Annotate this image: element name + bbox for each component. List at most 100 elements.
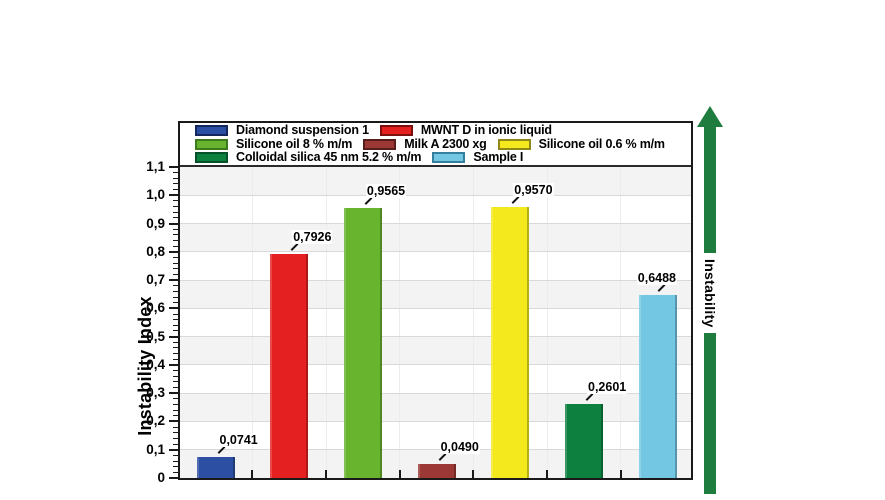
- legend-label: Sample I: [473, 150, 524, 165]
- legend-swatch-icon: [363, 138, 397, 150]
- y-tick-minor: [173, 387, 178, 389]
- y-tick-minor: [173, 358, 178, 360]
- vertical-gridline: [472, 167, 474, 478]
- gridline: [180, 449, 691, 451]
- gridline: [180, 307, 691, 309]
- y-tick-minor: [173, 443, 178, 445]
- bar-diamond-suspension-1: [196, 457, 235, 478]
- y-tick-major: [169, 194, 178, 197]
- bar-value-label: 0,7926: [292, 229, 333, 244]
- y-tick-minor: [173, 471, 178, 473]
- legend-label: Milk A 2300 xg: [404, 136, 487, 151]
- y-tick-label: 0,8: [146, 243, 165, 259]
- x-tick: [325, 470, 328, 478]
- y-tick-major: [169, 392, 178, 395]
- y-tick-major: [169, 307, 178, 310]
- bar-mwnt-d-in-ionic-liquid: [270, 253, 309, 478]
- plot-area: Diamond suspension 1 MWNT D in ionic liqu…: [178, 121, 693, 480]
- arrow-label: Instability: [699, 253, 721, 333]
- gridline: [180, 336, 691, 338]
- y-tick-major: [169, 166, 178, 168]
- x-tick: [251, 470, 254, 478]
- y-tick-minor: [173, 330, 178, 332]
- x-tick: [398, 470, 401, 478]
- legend-label: Colloidal silica 45 nm 5.2 % m/m: [236, 150, 422, 165]
- legend-swatch-icon: [497, 138, 531, 150]
- y-tick-label: 0,4: [146, 356, 165, 372]
- y-tick-label: 0,7: [146, 272, 165, 288]
- gridline: [180, 279, 691, 281]
- y-tick-label: 1,0: [146, 187, 165, 203]
- legend-item-colloidal-silica-45-nm-5-2-m-m: Colloidal silica 45 nm 5.2 % m/m: [195, 150, 422, 165]
- y-tick-minor: [173, 183, 178, 185]
- gridline: [180, 194, 691, 196]
- y-tick-minor: [173, 466, 178, 468]
- legend-label: Diamond suspension 1: [236, 122, 369, 137]
- y-tick-minor: [173, 273, 178, 275]
- y-tick-label: 0,6: [146, 300, 165, 316]
- value-leader-line: [364, 196, 373, 205]
- vertical-gridline: [546, 167, 548, 478]
- y-tick-minor: [173, 290, 178, 292]
- legend-label: MWNT D in ionic liquid: [420, 122, 552, 137]
- y-tick-label: 0,1: [146, 441, 165, 457]
- legend-item-milk-a-2300-xg: Milk A 2300 xg: [363, 136, 487, 151]
- y-tick-major: [169, 222, 178, 225]
- legend-swatch-icon: [432, 152, 466, 164]
- y-tick-minor: [173, 177, 178, 179]
- bar-colloidal-silica-45-nm-5-2-m-m: [565, 404, 603, 478]
- vertical-gridline: [399, 167, 401, 478]
- y-tick-label: 0,3: [146, 385, 165, 401]
- y-tick-minor: [173, 245, 178, 247]
- y-tick-major: [169, 448, 178, 451]
- y-tick-minor: [173, 454, 178, 456]
- y-tick-minor: [173, 353, 178, 355]
- y-tick-label: 1,1: [146, 159, 165, 174]
- y-tick-minor: [173, 172, 178, 174]
- y-tick-minor: [173, 324, 178, 326]
- bar-milk-a-2300-xg: [417, 464, 456, 478]
- y-tick-minor: [173, 262, 178, 264]
- y-tick-minor: [173, 460, 178, 462]
- y-tick-label: 0: [157, 470, 165, 485]
- bar-value-label: 0,2601: [587, 380, 628, 395]
- y-tick-major: [169, 363, 178, 366]
- y-tick-minor: [173, 375, 178, 377]
- y-tick-minor: [173, 319, 178, 321]
- legend-swatch-icon: [195, 124, 228, 136]
- value-leader-line: [511, 196, 520, 205]
- legend-label: Silicone oil 0.6 % m/m: [538, 136, 665, 151]
- legend-row: Diamond suspension 1 MWNT D in ionic liqu…: [195, 122, 691, 137]
- bar-silicone-oil-8-m-m: [343, 207, 382, 478]
- legend-label: Silicone oil 8 % m/m: [236, 136, 353, 151]
- y-tick-minor: [173, 228, 178, 230]
- y-tick-minor: [173, 256, 178, 258]
- vertical-gridline: [251, 167, 253, 478]
- legend-swatch-icon: [379, 124, 413, 136]
- y-tick-minor: [173, 381, 178, 383]
- legend-item-sample-i: Sample I: [432, 151, 523, 164]
- y-tick-minor: [173, 217, 178, 219]
- y-tick-major: [169, 477, 178, 479]
- y-tick-minor: [173, 409, 178, 411]
- y-tick-minor: [173, 437, 178, 439]
- x-tick: [546, 470, 549, 478]
- bar-value-label: 0,0741: [218, 433, 259, 448]
- bar-sample-i: [638, 294, 677, 478]
- gridline: [180, 392, 691, 394]
- legend-item-diamond-suspension-1: Diamond suspension 1: [195, 122, 369, 137]
- y-tick-minor: [173, 313, 178, 315]
- y-tick-minor: [173, 285, 178, 287]
- y-tick-label: 0,2: [146, 413, 165, 429]
- grid-band: [180, 280, 691, 309]
- arrow-shaft-lower: [704, 333, 716, 494]
- y-tick-major: [169, 335, 178, 338]
- y-tick-minor: [173, 302, 178, 304]
- vertical-gridline: [325, 167, 327, 478]
- y-tick-major: [169, 420, 178, 423]
- y-tick-minor: [173, 370, 178, 372]
- legend-item-silicone-oil-0-6-m-m: Silicone oil 0.6 % m/m: [497, 136, 665, 151]
- y-tick-minor: [173, 296, 178, 298]
- grid-band: [180, 336, 691, 365]
